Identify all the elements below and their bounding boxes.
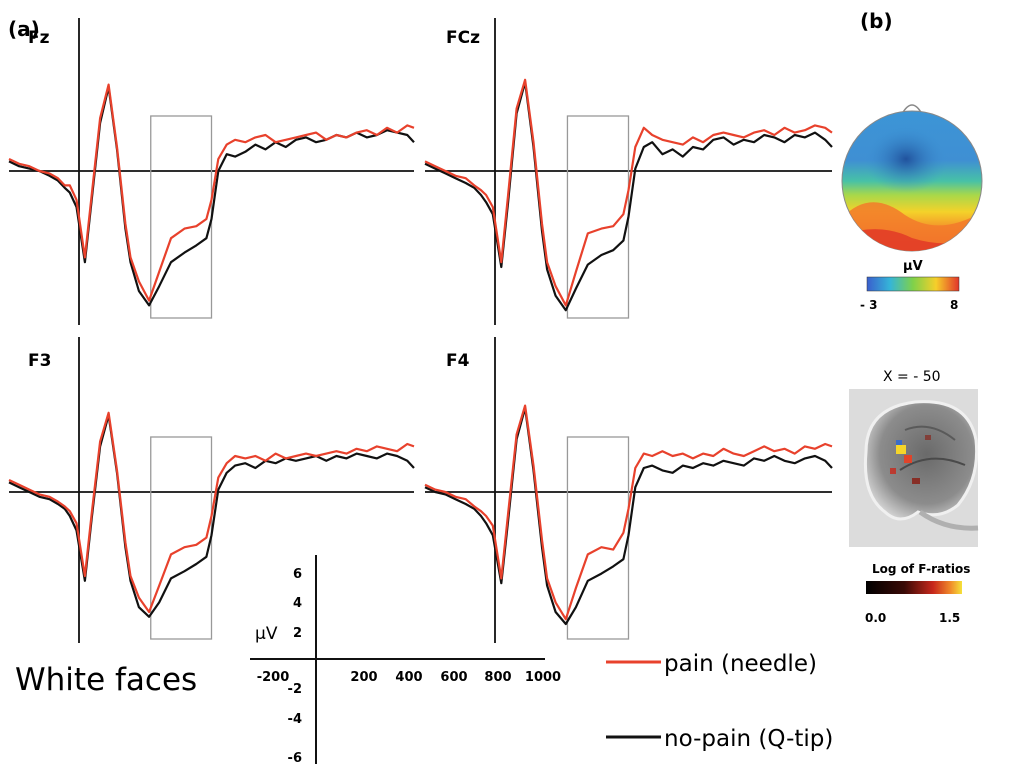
y-tick-label: -2 <box>288 682 302 697</box>
brain-colorbar-min: 0.0 <box>865 611 886 625</box>
x-tick-label: 1000 <box>525 670 561 685</box>
x-tick-label: 600 <box>440 670 467 685</box>
scale-axis: -200 200 400 600 800 1000 6 4 2 -2 -4 -6 µV <box>250 555 561 765</box>
brain-colorbar <box>866 581 962 594</box>
series-line-pain <box>424 404 833 621</box>
brain-colorbar-max: 1.5 <box>939 611 960 625</box>
x-tick-label: -200 <box>257 670 290 685</box>
series-line-pain <box>8 411 415 614</box>
y-tick-label: 2 <box>293 626 302 641</box>
erp-panel-fz: Fz <box>8 18 415 325</box>
series-line-nopain <box>8 414 415 618</box>
analysis-window <box>150 115 213 319</box>
topomap-colorbar-max: 8 <box>950 298 958 312</box>
topomap-negative-region <box>864 125 948 193</box>
electrode-label: Fz <box>28 28 50 48</box>
brain-colorbar-label: Log of F-ratios <box>872 562 970 576</box>
scale-y-label: µV <box>255 624 278 644</box>
series-line-nopain <box>424 81 833 312</box>
legend: pain (needle) no-pain (Q-tip) <box>606 651 833 752</box>
legend-label-nopain: no-pain (Q-tip) <box>664 726 833 752</box>
erp-panel-f4: F4 <box>424 337 833 643</box>
legend-label-pain: pain (needle) <box>664 651 817 677</box>
brain-activation-peak <box>896 445 906 454</box>
condition-label: White faces <box>15 662 197 698</box>
series-line-nopain <box>424 406 833 626</box>
panel-label-b: (b) <box>860 9 893 33</box>
y-tick-label: 4 <box>293 596 302 611</box>
erp-panels: Fz FCz F3 F4 <box>8 18 833 643</box>
topomap-colorbar-min: - 3 <box>860 298 878 312</box>
erp-panel-f3: F3 <box>8 337 415 643</box>
x-tick-label: 800 <box>484 670 511 685</box>
y-tick-label: -6 <box>288 751 302 765</box>
electrode-label: F3 <box>28 351 51 371</box>
y-tick-label: -4 <box>288 712 302 727</box>
topomap-colorbar-label: µV <box>903 259 923 274</box>
series-line-pain <box>424 78 833 307</box>
y-tick-label: 6 <box>293 567 302 582</box>
brain-slice: X = - 50 Log of F-ratios 0.0 1.5 <box>849 369 979 625</box>
brain-title: X = - 50 <box>883 369 941 385</box>
erp-panel-fcz: FCz <box>424 18 833 325</box>
series-line-pain <box>8 83 415 302</box>
panel-label-a: (a) <box>8 17 40 41</box>
topomap-colorbar <box>866 276 960 292</box>
electrode-label: FCz <box>446 28 480 48</box>
electrode-label: F4 <box>446 351 470 371</box>
x-tick-label: 200 <box>350 670 377 685</box>
x-tick-label: 400 <box>395 670 422 685</box>
topographic-map: µV - 3 8 <box>841 104 983 312</box>
analysis-window <box>150 436 213 640</box>
